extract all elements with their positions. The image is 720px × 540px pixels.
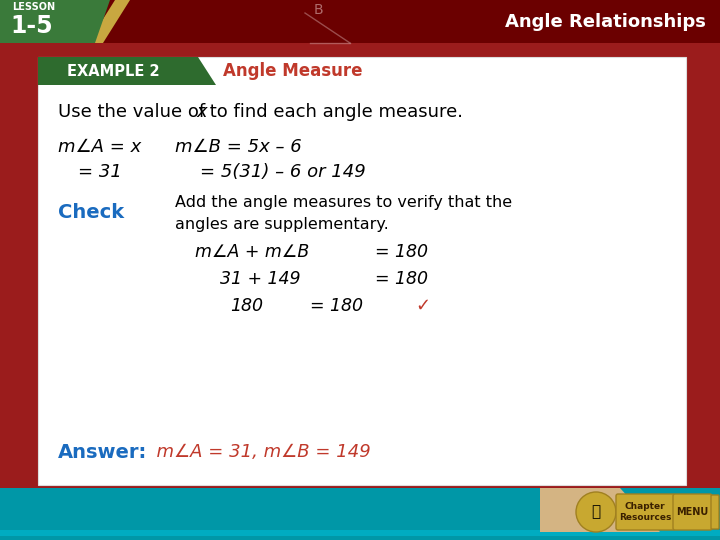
- Text: Use the value of: Use the value of: [58, 103, 211, 121]
- Text: to find each angle measure.: to find each angle measure.: [204, 103, 463, 121]
- FancyBboxPatch shape: [711, 495, 719, 529]
- Text: MENU: MENU: [676, 507, 708, 517]
- Polygon shape: [198, 57, 216, 85]
- Text: Answer:: Answer:: [58, 442, 148, 462]
- Text: m∠A = x: m∠A = x: [58, 138, 141, 156]
- Text: = 180: = 180: [375, 243, 428, 261]
- Bar: [38, 57, 198, 85]
- Text: x: x: [196, 103, 207, 121]
- Text: 180: 180: [230, 297, 263, 315]
- Text: Add the angle measures to verify that the: Add the angle measures to verify that th…: [175, 194, 512, 210]
- Text: Angle Relationships: Angle Relationships: [505, 13, 706, 31]
- Text: Check: Check: [58, 202, 124, 221]
- Circle shape: [576, 492, 616, 532]
- Text: = 180: = 180: [310, 297, 363, 315]
- Bar: [0, 530, 720, 536]
- Bar: [38, 57, 686, 485]
- Text: 31 + 149: 31 + 149: [220, 270, 300, 288]
- Text: = 31: = 31: [78, 163, 122, 181]
- Polygon shape: [540, 488, 660, 532]
- Text: Chapter
Resources: Chapter Resources: [618, 502, 671, 522]
- Bar: [0, 0, 720, 43]
- FancyBboxPatch shape: [616, 494, 675, 530]
- Text: 🌍: 🌍: [591, 504, 600, 519]
- Text: m∠B = 5x – 6: m∠B = 5x – 6: [175, 138, 302, 156]
- Text: LESSON: LESSON: [12, 2, 55, 12]
- Text: m∠A = 31, m∠B = 149: m∠A = 31, m∠B = 149: [145, 443, 371, 461]
- Text: angles are supplementary.: angles are supplementary.: [175, 217, 389, 232]
- Bar: [0, 0, 95, 43]
- Text: ✓: ✓: [415, 297, 430, 315]
- Polygon shape: [88, 0, 130, 43]
- Polygon shape: [0, 0, 110, 43]
- Text: = 5(31) – 6 or 149: = 5(31) – 6 or 149: [200, 163, 366, 181]
- Text: Angle Measure: Angle Measure: [223, 62, 362, 80]
- Text: B: B: [313, 3, 323, 17]
- Text: 1-5: 1-5: [10, 14, 53, 38]
- Text: EXAMPLE 2: EXAMPLE 2: [67, 64, 159, 78]
- Text: = 180: = 180: [375, 270, 428, 288]
- Bar: [0, 488, 720, 540]
- FancyBboxPatch shape: [673, 494, 712, 530]
- Text: m∠A + m∠B: m∠A + m∠B: [195, 243, 310, 261]
